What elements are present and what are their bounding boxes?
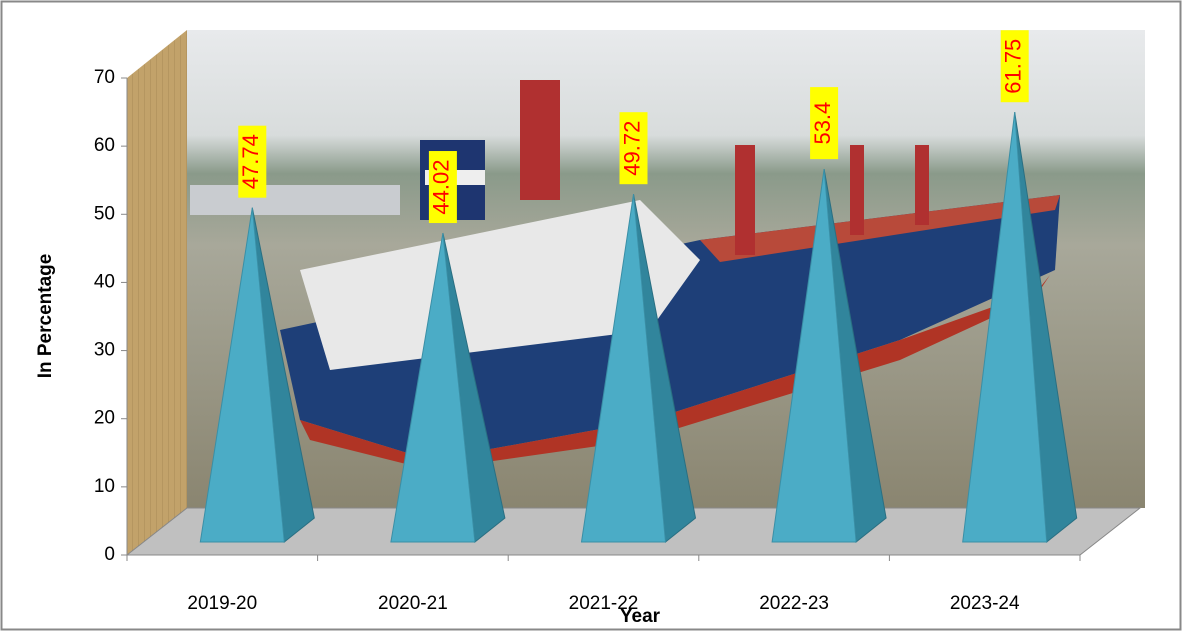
pyramid [771, 169, 887, 543]
x-tick-label: 2020-21 [378, 593, 448, 614]
pyramid [962, 112, 1078, 543]
y-tick-label: 30 [94, 340, 115, 361]
value-label: 47.74 [238, 134, 263, 189]
pyramid-front [390, 232, 476, 543]
value-label-box [428, 151, 457, 224]
x-tick-label: 2019-20 [187, 593, 257, 614]
value-label: 44.02 [429, 160, 454, 215]
y-axis-label: In Percentage [35, 254, 56, 379]
value-label-box [1000, 30, 1029, 103]
pyramid [390, 232, 506, 543]
y-tick-label: 0 [104, 544, 115, 565]
value-label-box [810, 87, 839, 160]
value-label-box [238, 125, 267, 198]
x-tick-label: 2022-23 [759, 593, 829, 614]
x-tick-label: 2021-22 [569, 593, 639, 614]
pyramid [199, 207, 315, 543]
y-tick-label: 40 [94, 271, 115, 292]
x-tick-label: 2023-24 [950, 593, 1020, 614]
y-tick-label: 50 [94, 203, 115, 224]
y-tick-label: 20 [94, 408, 115, 429]
value-label-box [619, 112, 648, 185]
y-tick-label: 10 [94, 476, 115, 497]
pyramid [580, 194, 697, 543]
pyramid-front [199, 207, 285, 543]
pyramid-front [962, 112, 1048, 543]
y-tick-label: 60 [94, 135, 115, 156]
side-wall [127, 30, 187, 555]
value-label: 53.4 [810, 102, 835, 145]
pyramid-front [580, 194, 667, 543]
x-axis-label: Year [620, 606, 661, 627]
y-tick-label: 70 [94, 67, 115, 88]
value-label: 61.75 [1001, 39, 1026, 94]
value-label: 49.72 [619, 121, 644, 176]
pyramid-front [771, 169, 857, 543]
